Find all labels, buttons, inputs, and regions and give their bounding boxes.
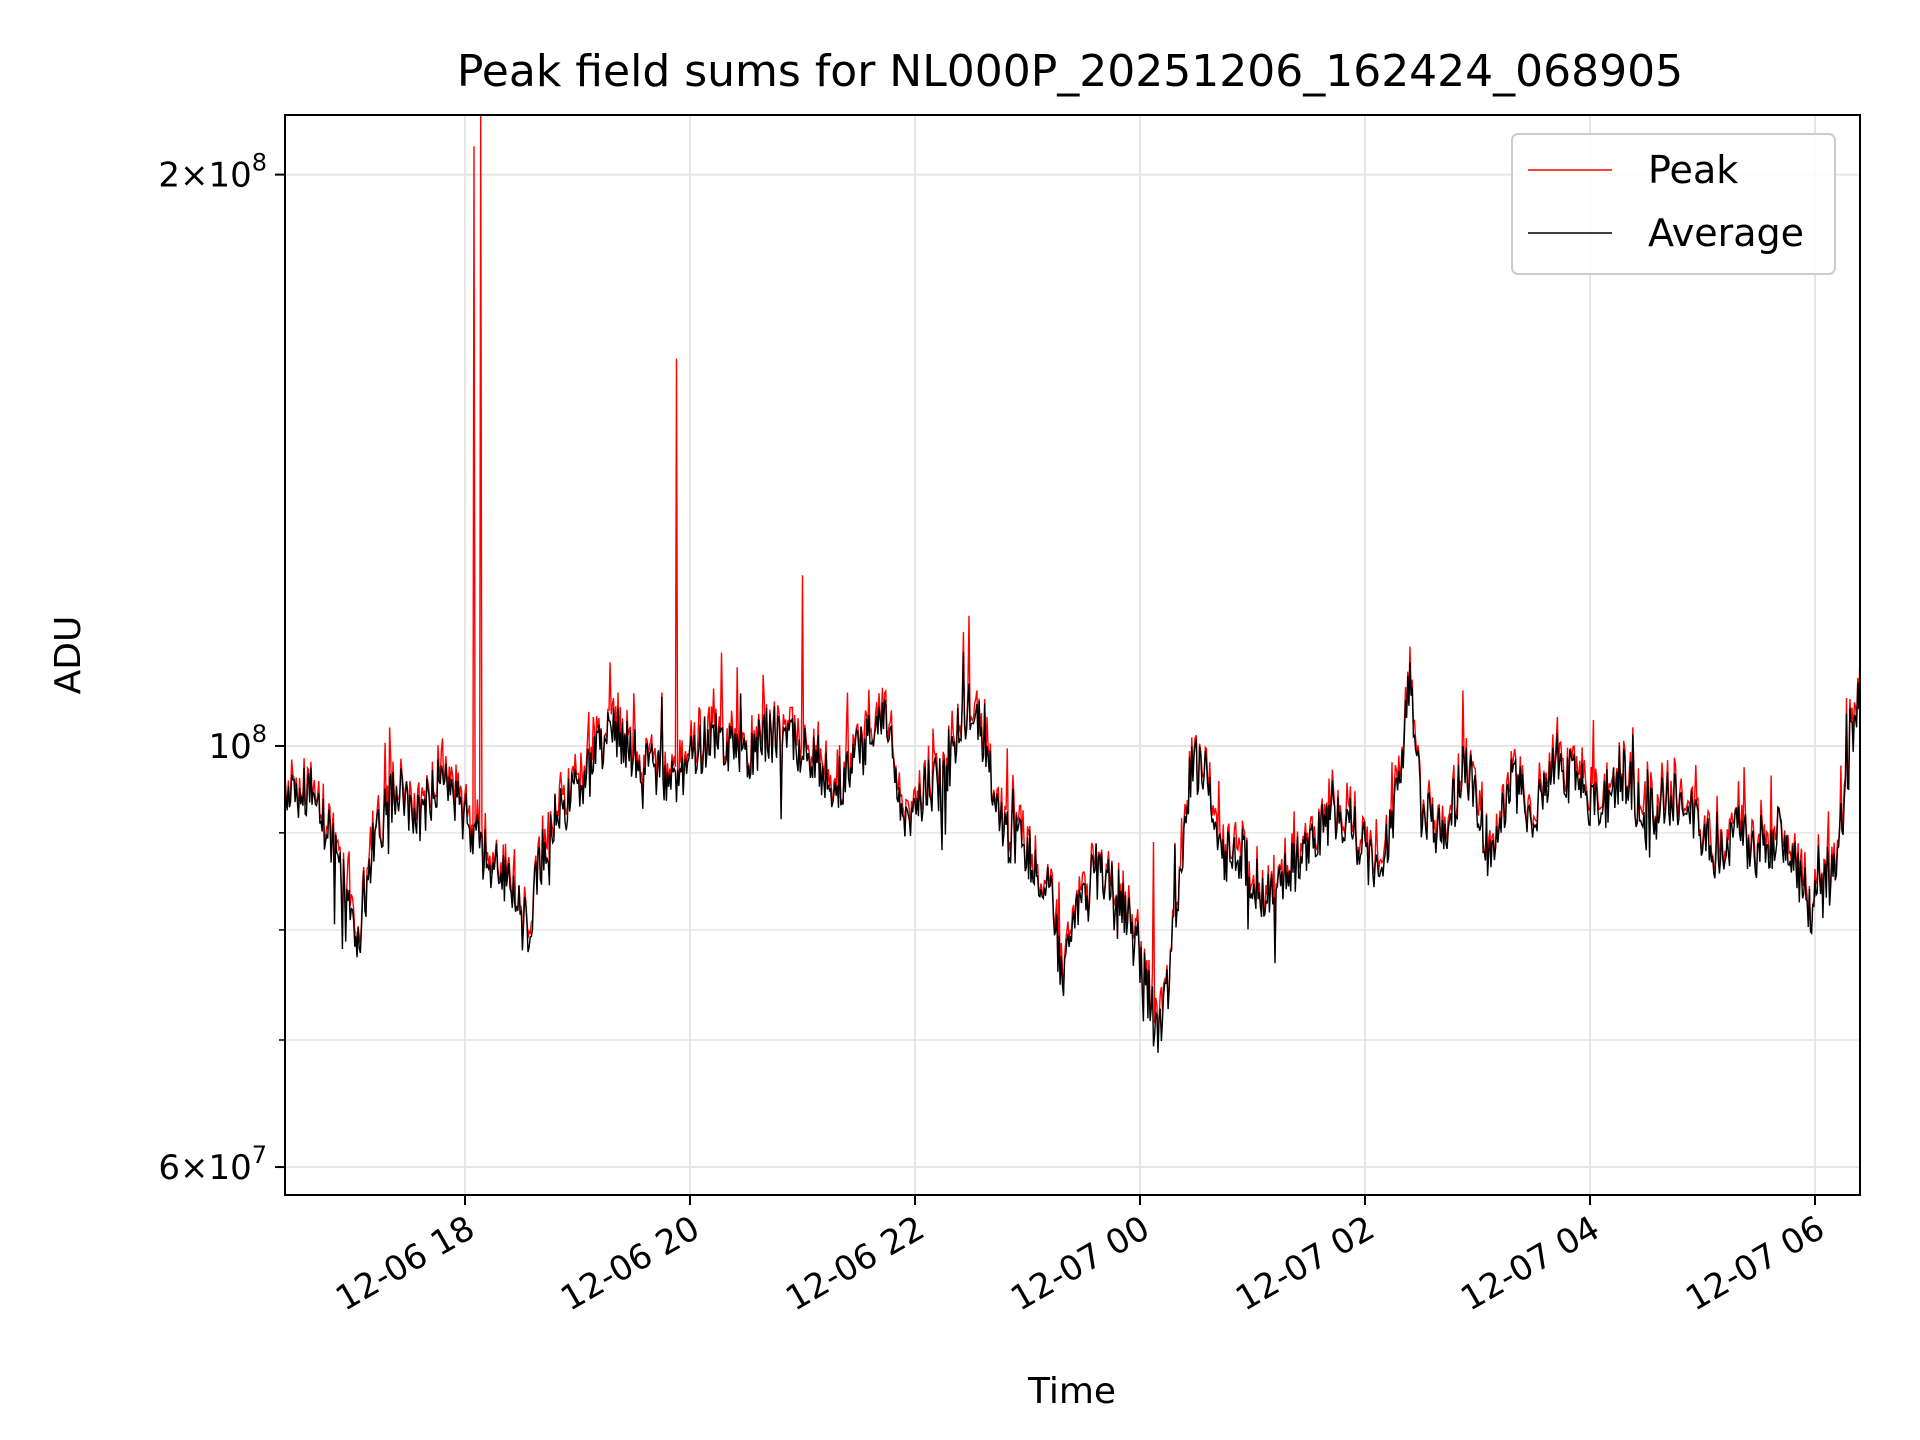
x-axis-label: Time bbox=[1027, 1371, 1116, 1412]
legend-peak-label: Peak bbox=[1648, 148, 1738, 192]
y-tick-label: 6×107 bbox=[158, 1141, 267, 1188]
y-tick-label: 2×108 bbox=[158, 149, 267, 196]
y-axis-label: ADU bbox=[48, 616, 89, 695]
series-average-line bbox=[284, 651, 1861, 1053]
legend-box bbox=[1511, 133, 1836, 275]
chart-title: Peak field sums for NL000P_20251206_1624… bbox=[457, 46, 1683, 97]
series-layer bbox=[284, 114, 1861, 1053]
legend-average-label: Average bbox=[1648, 211, 1804, 255]
legend: Peak Average bbox=[1511, 133, 1836, 275]
plot-frame bbox=[284, 114, 1861, 1196]
y-tick-label: 108 bbox=[208, 720, 267, 767]
